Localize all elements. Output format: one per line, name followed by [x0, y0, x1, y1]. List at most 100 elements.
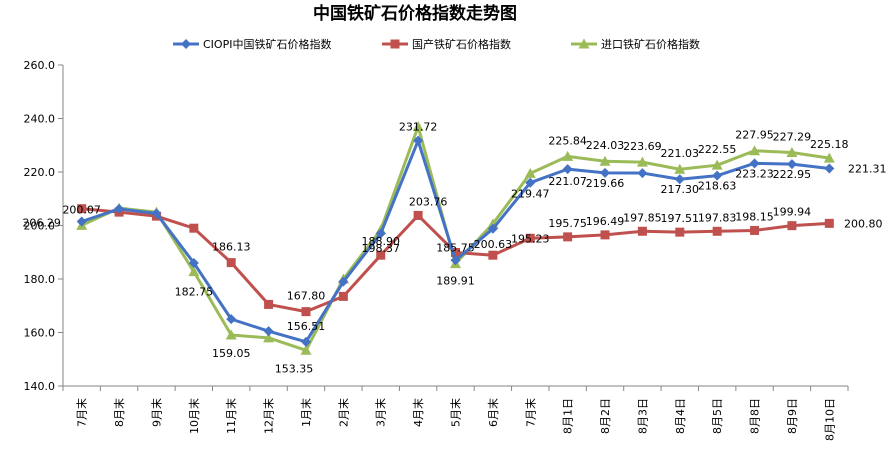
x-tick-label: 10月末: [187, 398, 201, 434]
data-point: [264, 299, 274, 309]
data-point: [225, 329, 237, 340]
data-point: [188, 266, 200, 277]
data-point: [301, 307, 311, 317]
data-point: [637, 226, 647, 236]
data-point: [151, 208, 162, 219]
data-label: 197.83: [698, 211, 737, 224]
axes: 140.0 160.0 180.0 200.0 220.0 240.0 260.0 7月末 8月…: [24, 59, 849, 441]
data-point: [76, 216, 87, 227]
data-label: 222.55: [698, 143, 737, 156]
data-point: [487, 223, 498, 234]
data-point: [824, 163, 835, 174]
data-label: 196.49: [586, 215, 625, 228]
x-tick-label: 4月末: [411, 398, 425, 427]
legend-marker: [390, 39, 400, 49]
x-tick-label: 8月5日: [711, 398, 724, 434]
data-point: [599, 155, 611, 166]
data-point: [563, 232, 573, 242]
x-tick-label: 8月4日: [674, 398, 687, 434]
series-0: [76, 135, 835, 347]
x-tick-label: 8月3日: [636, 398, 649, 434]
data-label: 222.95: [773, 168, 812, 181]
data-point: [338, 291, 348, 301]
data-label: 227.95: [735, 129, 774, 142]
x-tick-label: 8月末: [112, 398, 126, 427]
x-tick-label: 7月末: [523, 398, 537, 427]
legend-item-0: CIOPI中国铁矿石价格指数: [173, 37, 331, 51]
series-1: [77, 204, 834, 317]
data-point: [786, 146, 798, 157]
data-point: [188, 257, 199, 268]
y-tick-label: 200.0: [24, 220, 56, 233]
legend-marker: [181, 39, 191, 49]
data-label: 227.29: [773, 130, 812, 143]
data-label: 231.72: [399, 121, 438, 134]
data-label: 221.07: [548, 175, 587, 188]
data-point: [412, 121, 424, 132]
data-label: 219.66: [586, 177, 625, 190]
x-tick-label: 1月末: [299, 398, 313, 427]
x-tick-label: 8月2日: [599, 398, 612, 434]
data-label: 225.84: [548, 134, 587, 147]
data-point: [636, 156, 648, 167]
data-point: [450, 255, 461, 266]
data-point: [823, 152, 835, 163]
data-point: [300, 336, 311, 347]
data-point: [77, 204, 87, 214]
data-label: 195.75: [548, 217, 587, 230]
data-point: [488, 250, 498, 260]
data-label: 218.63: [698, 180, 737, 193]
data-point: [712, 226, 722, 236]
data-label: 225.18: [810, 138, 849, 151]
data-point: [524, 167, 536, 178]
y-tick-label: 220.0: [24, 166, 56, 179]
data-point: [263, 332, 275, 343]
legend-label: 国产铁矿石价格指数: [412, 37, 511, 51]
data-label: 219.47: [511, 187, 550, 200]
data-label: 223.23: [735, 167, 774, 180]
data-point: [786, 159, 797, 170]
data-point: [749, 145, 761, 156]
data-label: 223.69: [623, 140, 662, 153]
data-label: 203.76: [409, 195, 448, 208]
data-label: 198.15: [735, 210, 774, 223]
y-tick-label: 160.0: [24, 327, 56, 340]
x-tick-label: 12月末: [262, 398, 276, 434]
data-point: [263, 326, 274, 337]
x-tick-label: 8月8日: [749, 398, 762, 434]
data-point: [114, 203, 125, 214]
data-point: [338, 276, 349, 287]
data-point: [675, 227, 685, 237]
data-label: 197.85: [623, 211, 662, 224]
data-label: 199.94: [773, 206, 812, 219]
data-point: [637, 168, 648, 179]
legend-marker: [578, 38, 590, 49]
chart-title: 中国铁矿石价格指数走势图: [313, 3, 517, 24]
data-label: 182.75: [175, 286, 214, 299]
data-point: [376, 250, 386, 260]
data-point: [600, 230, 610, 240]
data-label: 200.80: [844, 217, 883, 230]
data-point: [451, 247, 460, 257]
y-tick-label: 260.0: [24, 59, 56, 72]
data-label: 206.29: [22, 217, 61, 230]
data-label: 156.51: [287, 320, 326, 333]
data-label: 167.80: [287, 290, 326, 303]
data-point: [749, 158, 760, 169]
data-point: [711, 159, 723, 170]
data-label: 153.35: [275, 362, 314, 375]
data-point: [226, 314, 237, 325]
legend: CIOPI中国铁矿石价格指数 国产铁矿石价格指数 进口铁矿石价格指数: [173, 37, 700, 51]
data-label: 224.03: [586, 139, 625, 152]
data-label: 221.03: [661, 147, 700, 160]
data-point: [189, 223, 199, 233]
data-point: [674, 163, 686, 174]
x-tick-label: 2月末: [336, 398, 350, 427]
x-tick-label: 3月末: [374, 398, 388, 427]
legend-label: CIOPI中国铁矿石价格指数: [203, 37, 331, 51]
data-point: [413, 135, 424, 146]
legend-item-1: 国产铁矿石价格指数: [382, 37, 511, 51]
